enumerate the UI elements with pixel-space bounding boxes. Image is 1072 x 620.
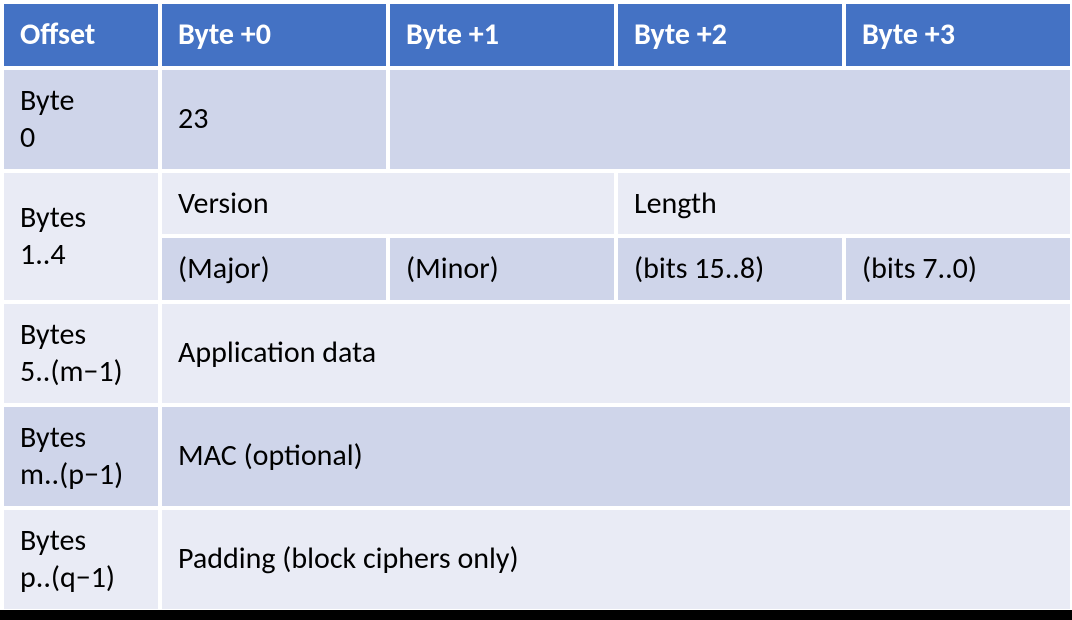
offset-line1: Byte [20,82,74,119]
padding-cell: Padding (block ciphers only) [160,508,1072,611]
bits-hi-cell: (bits 15..8) [616,236,844,302]
offset-cell: Bytes 5..(m−1) [2,302,160,405]
offset-cell: Bytes p..(q−1) [2,508,160,611]
mac-cell: MAC (optional) [160,405,1072,508]
col-header-byte3: Byte +3 [844,2,1072,68]
offset-line1: Bytes [20,419,86,456]
offset-cell: Byte 0 [2,68,160,171]
col-header-offset: Offset [2,2,160,68]
table-row: (Major) (Minor) (bits 15..8) (bits 7..0) [2,236,1072,302]
offset-cell: Bytes 1..4 [2,171,160,302]
table-row: Byte 0 23 [2,68,1072,171]
offset-cell: Bytes m..(p−1) [2,405,160,508]
offset-line2: 1..4 [20,236,66,273]
record-layout-table: Offset Byte +0 Byte +1 Byte +2 Byte +3 B… [0,0,1072,613]
appdata-cell: Application data [160,302,1072,405]
table-row: Bytes 5..(m−1) Application data [2,302,1072,405]
offset-line1: Bytes [20,522,86,559]
byte0-value: 23 [160,68,388,171]
col-header-byte1: Byte +1 [388,2,616,68]
offset-line2: m..(p−1) [20,456,123,493]
offset-line1: Bytes [20,199,86,236]
table-row: Bytes p..(q−1) Padding (block ciphers on… [2,508,1072,611]
table-row: Bytes 1..4 Version Length [2,171,1072,237]
offset-line1: Bytes [20,316,86,353]
minor-cell: (Minor) [388,236,616,302]
offset-line2: p..(q−1) [20,559,115,596]
version-cell: Version [160,171,616,237]
offset-line2: 0 [20,119,35,156]
bottom-shadow-bar [0,610,1072,620]
col-header-byte0: Byte +0 [160,2,388,68]
table-row: Bytes m..(p−1) MAC (optional) [2,405,1072,508]
table-header-row: Offset Byte +0 Byte +1 Byte +2 Byte +3 [2,2,1072,68]
major-cell: (Major) [160,236,388,302]
col-header-byte2: Byte +2 [616,2,844,68]
offset-line2: 5..(m−1) [20,353,123,390]
bits-lo-cell: (bits 7..0) [844,236,1072,302]
empty-cell [388,68,1072,171]
length-cell: Length [616,171,1072,237]
